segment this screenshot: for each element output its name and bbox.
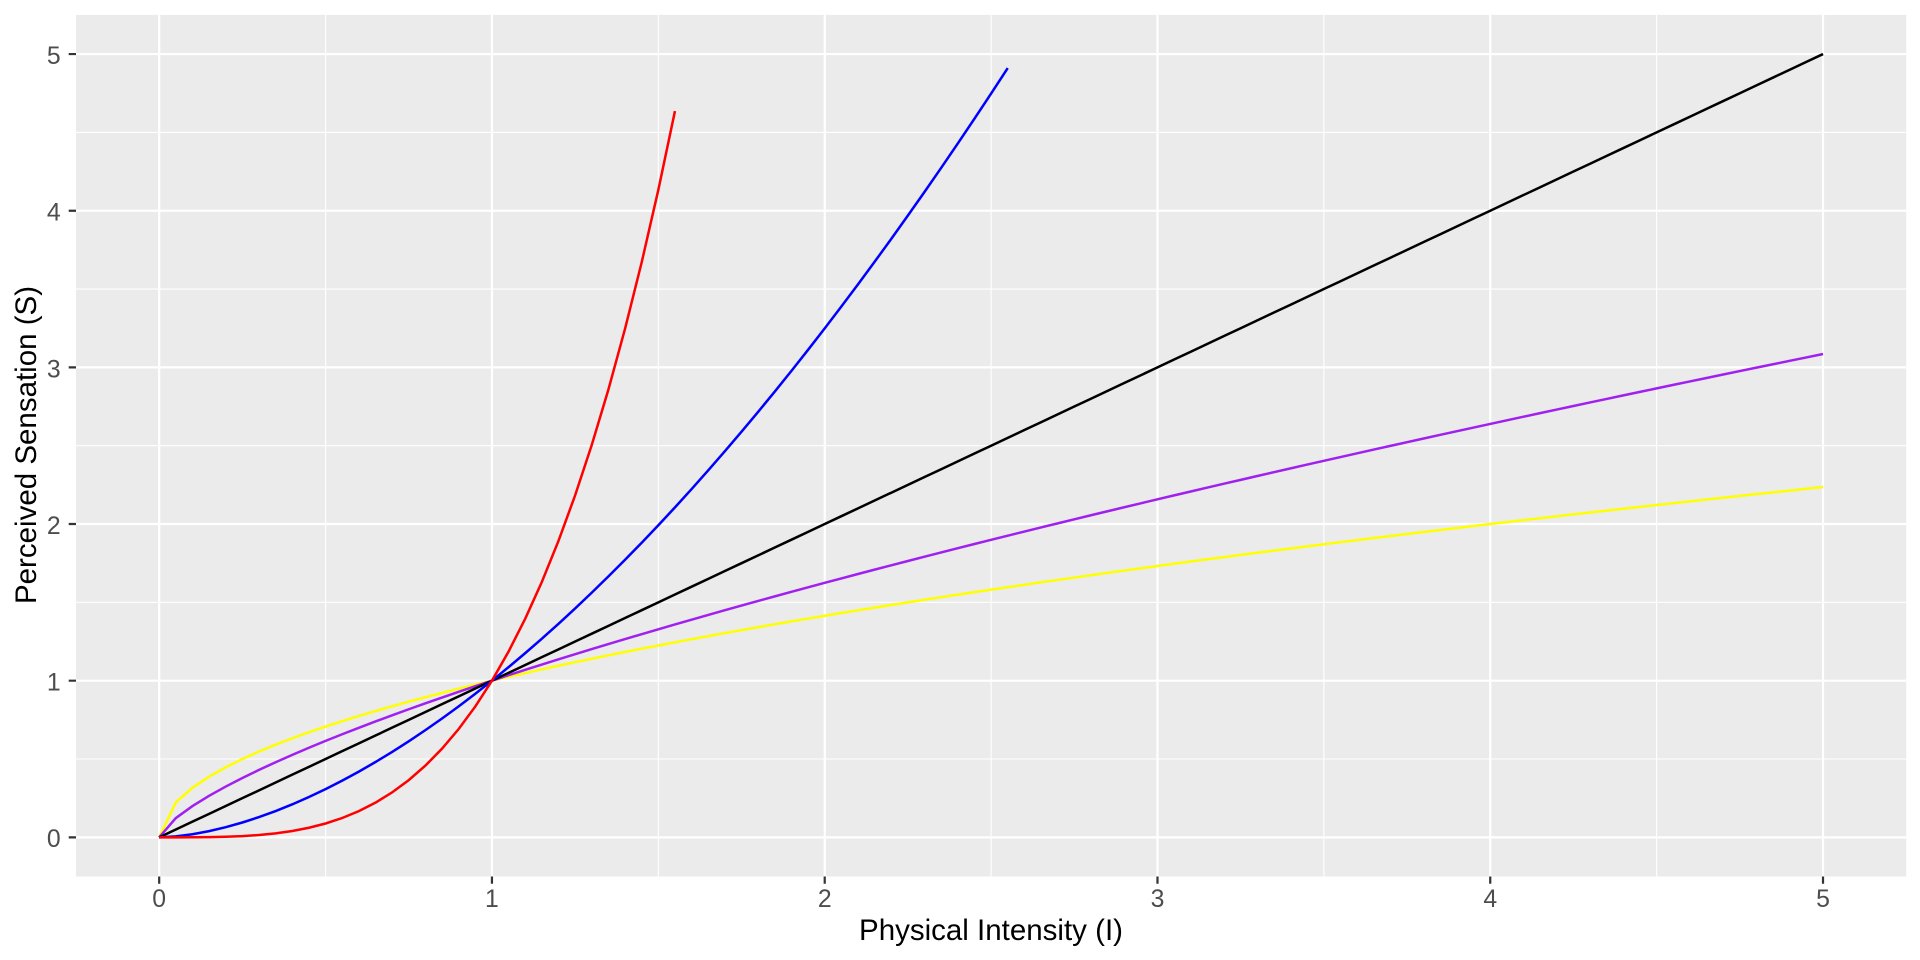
- svg-text:2: 2: [47, 513, 61, 540]
- svg-text:0: 0: [47, 826, 61, 853]
- svg-text:Physical Intensity (I): Physical Intensity (I): [859, 914, 1123, 947]
- svg-text:4: 4: [1483, 886, 1497, 913]
- svg-text:3: 3: [1151, 886, 1165, 913]
- svg-text:5: 5: [47, 43, 61, 70]
- svg-text:0: 0: [152, 886, 166, 913]
- svg-text:4: 4: [47, 200, 61, 227]
- svg-text:5: 5: [1816, 886, 1830, 913]
- svg-text:1: 1: [47, 670, 61, 697]
- svg-text:Perceived Sensation (S): Perceived Sensation (S): [10, 286, 43, 604]
- svg-text:3: 3: [47, 356, 61, 383]
- svg-text:1: 1: [485, 886, 499, 913]
- svg-text:2: 2: [818, 886, 832, 913]
